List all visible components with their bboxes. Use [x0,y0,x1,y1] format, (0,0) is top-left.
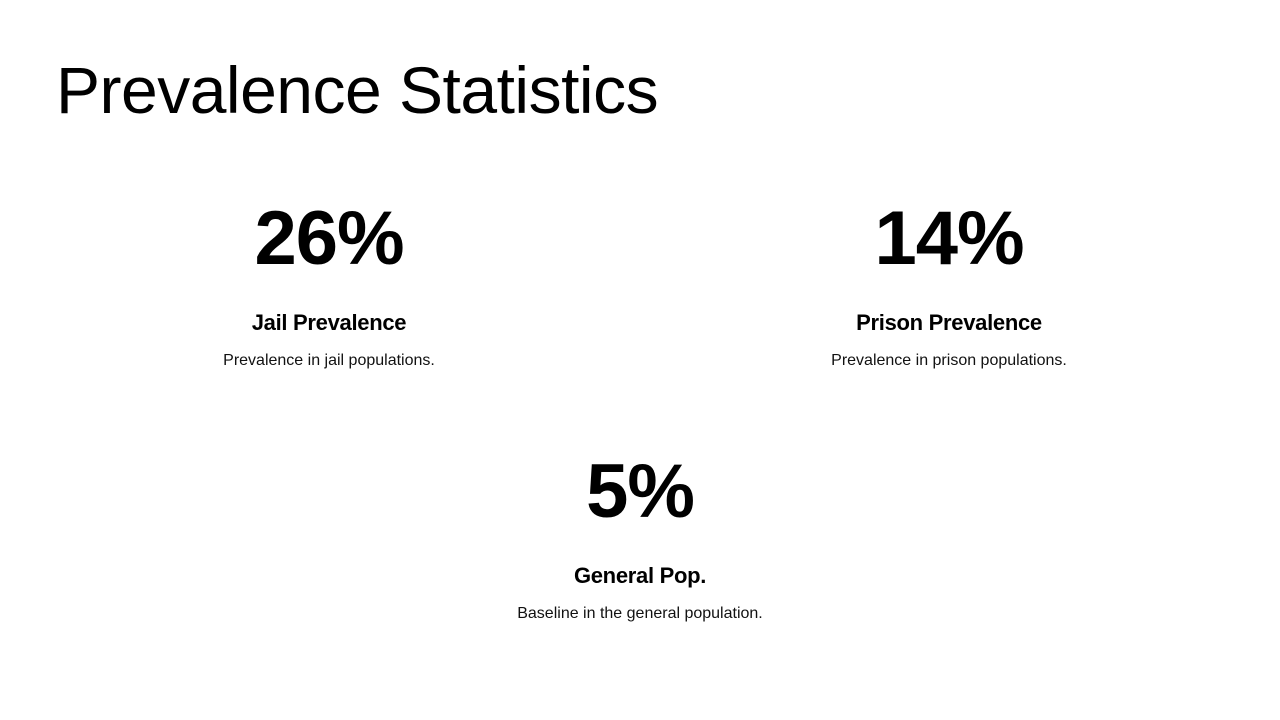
stat-jail-prevalence: 26% Jail Prevalence Prevalence in jail p… [129,197,529,371]
stat-value: 5% [586,449,695,534]
stat-general-population: 5% General Pop. Baseline in the general … [440,450,840,624]
stat-value: 26% [254,196,404,281]
stat-prison-prevalence: 14% Prison Prevalence Prevalence in pris… [749,197,1149,371]
stat-label: Jail Prevalence [251,310,407,335]
stat-label: General Pop. [573,563,707,588]
stat-value: 14% [874,196,1024,281]
stat-description: Baseline in the general population. [517,605,763,622]
stat-description: Prevalence in prison populations. [831,352,1067,369]
stat-description: Prevalence in jail populations. [223,352,435,369]
stat-label: Prison Prevalence [856,310,1042,335]
slide-title: Prevalence Statistics [56,53,659,127]
